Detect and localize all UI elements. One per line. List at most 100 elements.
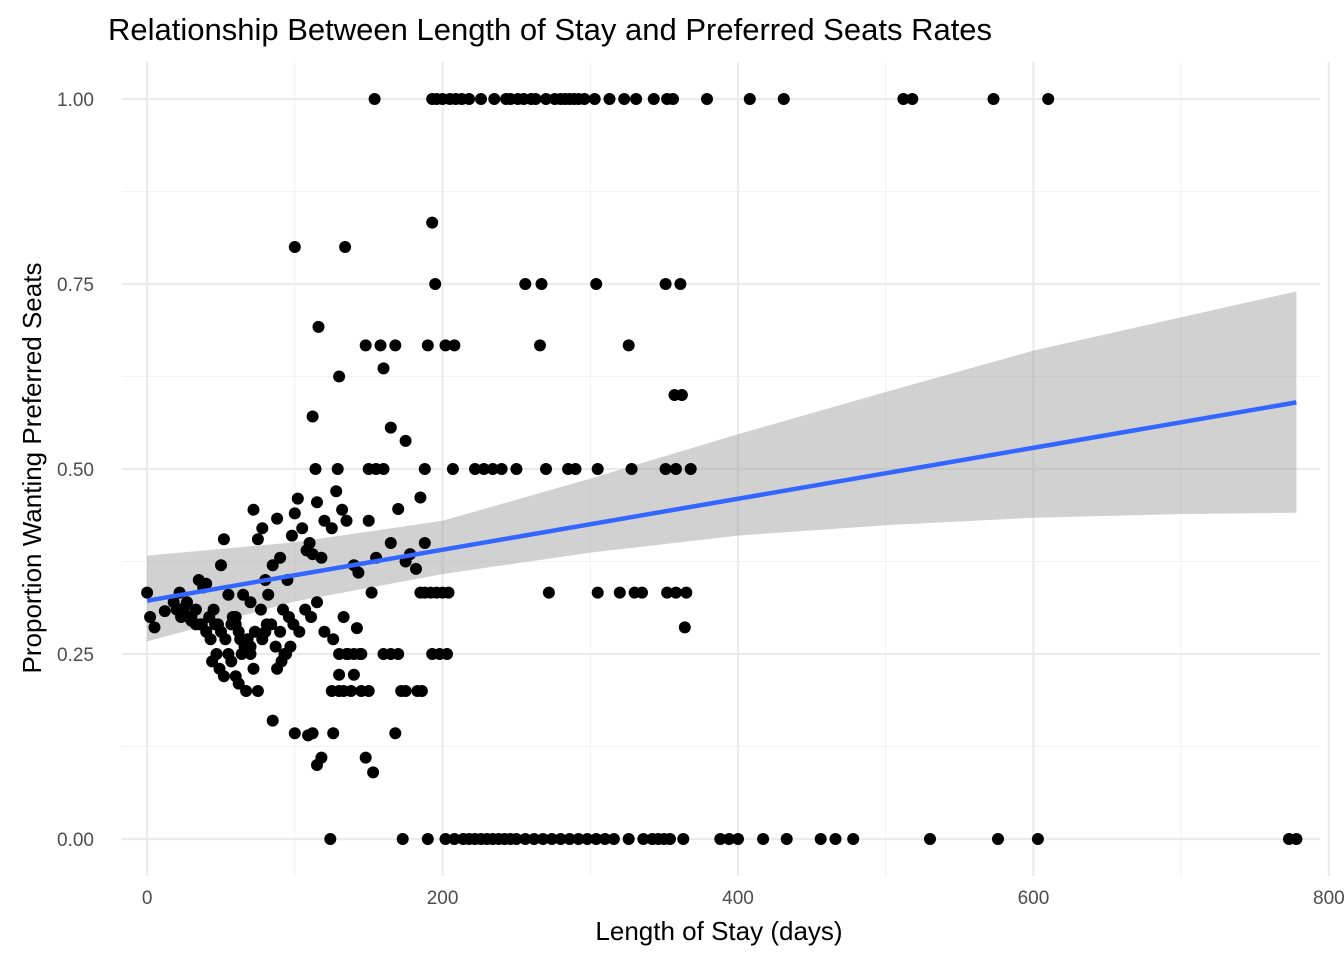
data-point xyxy=(340,648,353,660)
data-point xyxy=(175,611,188,623)
y-tick-label: 0.25 xyxy=(57,645,94,666)
y-tick-label: 0.00 xyxy=(57,830,94,851)
data-point xyxy=(591,463,604,475)
data-point xyxy=(217,533,230,546)
data-point xyxy=(222,588,235,601)
data-point xyxy=(359,339,372,352)
tick-labels: 0 200 400 600 800 0.00 0.25 0.50 0.75 1.00 xyxy=(57,90,1344,909)
data-point xyxy=(330,485,343,498)
data-point xyxy=(362,514,375,527)
data-point xyxy=(240,685,253,697)
data-point xyxy=(429,278,442,290)
data-point xyxy=(669,463,682,475)
data-point xyxy=(847,833,860,845)
data-point xyxy=(377,362,390,375)
data-point xyxy=(266,714,279,727)
data-point xyxy=(1031,833,1044,845)
data-point xyxy=(327,633,340,646)
data-point xyxy=(647,93,660,105)
data-point xyxy=(347,668,360,681)
data-point xyxy=(362,685,375,697)
data-point xyxy=(158,605,171,618)
x-tick-label: 200 xyxy=(427,888,459,909)
data-point xyxy=(256,522,269,535)
data-point xyxy=(637,833,650,845)
data-point xyxy=(144,611,157,623)
data-point xyxy=(359,751,372,764)
data-point xyxy=(219,633,232,646)
data-point xyxy=(296,522,309,535)
data-point xyxy=(534,339,546,352)
y-tick-label: 0.50 xyxy=(57,460,94,481)
data-point xyxy=(396,833,409,845)
data-point xyxy=(664,833,676,845)
data-point xyxy=(374,339,387,352)
data-point xyxy=(442,586,455,599)
data-point xyxy=(327,727,340,740)
data-point xyxy=(554,833,567,845)
data-point xyxy=(486,463,499,475)
data-point xyxy=(537,833,549,845)
data-point xyxy=(333,370,346,383)
data-point xyxy=(274,551,287,564)
data-point xyxy=(244,640,257,653)
data-point xyxy=(463,93,476,105)
data-point xyxy=(529,93,542,105)
y-axis-title: Proportion Wanting Preferred Seats xyxy=(17,263,47,674)
data-point xyxy=(510,463,523,475)
data-point xyxy=(204,633,217,646)
data-point xyxy=(418,463,431,475)
data-point xyxy=(680,586,693,599)
data-point xyxy=(274,625,287,638)
data-point xyxy=(581,833,594,845)
data-point xyxy=(777,93,790,105)
data-point xyxy=(780,833,793,845)
data-point xyxy=(578,93,591,105)
x-tick-label: 400 xyxy=(722,888,754,909)
data-point xyxy=(331,463,344,475)
data-point xyxy=(674,278,687,290)
data-point xyxy=(260,618,273,631)
data-point xyxy=(237,588,250,601)
data-point xyxy=(906,93,919,105)
data-point xyxy=(535,278,548,290)
data-point xyxy=(569,463,582,475)
data-point xyxy=(519,833,532,845)
data-point xyxy=(325,522,338,535)
data-point xyxy=(421,833,434,845)
data-point xyxy=(392,648,405,660)
data-point xyxy=(315,751,328,764)
data-point xyxy=(572,833,585,845)
data-point xyxy=(588,93,601,105)
data-point xyxy=(701,93,713,105)
data-point xyxy=(661,586,674,599)
x-tick-label: 0 xyxy=(142,888,153,909)
data-point xyxy=(345,685,357,697)
data-point xyxy=(677,833,690,845)
data-point xyxy=(271,512,284,525)
data-point xyxy=(439,833,452,845)
data-point xyxy=(312,320,325,333)
data-point xyxy=(141,586,154,599)
data-point xyxy=(148,621,161,634)
data-point xyxy=(389,339,402,352)
data-point xyxy=(757,833,770,845)
data-point xyxy=(247,503,260,516)
data-point xyxy=(613,586,626,599)
data-point xyxy=(284,640,297,653)
x-tick-label: 800 xyxy=(1313,888,1344,909)
data-point xyxy=(324,833,337,845)
data-point xyxy=(318,514,331,527)
data-point xyxy=(247,662,260,675)
data-point xyxy=(414,491,427,504)
trend-line xyxy=(146,400,1297,603)
data-point xyxy=(542,586,555,599)
data-point xyxy=(421,339,434,352)
data-point xyxy=(625,463,638,475)
data-point xyxy=(368,93,381,105)
data-point xyxy=(684,463,697,475)
data-point xyxy=(305,611,318,623)
data-point xyxy=(225,655,238,668)
data-point xyxy=(285,529,298,542)
